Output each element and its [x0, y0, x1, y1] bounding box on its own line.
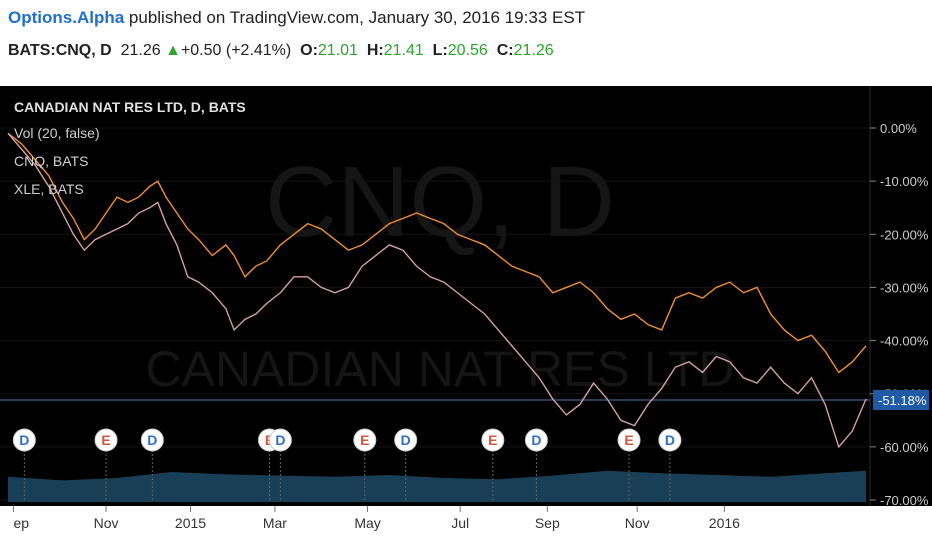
- y-tick-label: -40.00%: [880, 334, 929, 349]
- chart-svg[interactable]: CNQ, D CANADIAN NAT RES LTD DEDEDEDEDED …: [0, 86, 932, 508]
- open-label: O:: [300, 42, 318, 59]
- event-label: D: [665, 432, 675, 448]
- series-line-xle: [7, 132, 867, 449]
- chart-header: Options.Alpha published on TradingView.c…: [0, 0, 932, 86]
- legend-cnq: CNQ, BATS: [14, 153, 88, 169]
- x-tick-label: Mar: [263, 515, 287, 531]
- event-label: E: [624, 432, 633, 448]
- x-tick-label: ep: [13, 515, 29, 531]
- chart-area[interactable]: CNQ, D CANADIAN NAT RES LTD DEDEDEDEDED …: [0, 86, 932, 508]
- dividend-marker[interactable]: [658, 428, 682, 452]
- x-tick-label: Jul: [451, 515, 469, 531]
- x-axis-svg: ep Nov 2015 Mar May Jul Sep Nov 2016: [12, 506, 740, 531]
- last-price: 21.26: [120, 42, 161, 59]
- close-label: C:: [496, 42, 514, 59]
- earnings-marker[interactable]: [617, 428, 641, 452]
- earnings-marker[interactable]: [481, 428, 505, 452]
- event-label: E: [101, 432, 110, 448]
- event-label: D: [147, 432, 157, 448]
- event-label: D: [401, 432, 411, 448]
- current-value-badge: [873, 389, 929, 410]
- published-text: published on TradingView.com, January 30…: [128, 8, 586, 27]
- high-label: H:: [366, 42, 384, 59]
- legend: CANADIAN NAT RES LTD, D, BATS Vol (20, f…: [14, 99, 246, 197]
- brand-link[interactable]: Options.Alpha: [8, 8, 125, 27]
- low-value: 20.56: [447, 42, 488, 59]
- event-label: D: [531, 432, 541, 448]
- event-layer: DEDEDEDEDED: [12, 428, 682, 502]
- y-tick-label: -20.00%: [880, 227, 929, 242]
- low-label: L:: [432, 42, 448, 59]
- publisher-line: Options.Alpha published on TradingView.c…: [8, 8, 585, 28]
- earnings-marker[interactable]: [94, 428, 118, 452]
- y-axis: 0.00%-10.00%-20.00%-30.00%-40.00%-50.00%…: [870, 121, 929, 508]
- symbol-label: BATS:CNQ, D: [8, 42, 112, 59]
- x-tick-label: May: [354, 515, 380, 531]
- y-tick-label: 0.00%: [880, 121, 917, 136]
- y-tick-label: -30.00%: [880, 280, 929, 295]
- event-label: E: [488, 432, 497, 448]
- price-change: +0.50 (+2.41%): [180, 42, 292, 59]
- dividend-marker[interactable]: [140, 428, 164, 452]
- watermark-symbol: CNQ, D: [265, 146, 615, 258]
- up-arrow-icon: ▲: [165, 42, 181, 59]
- y-tick-label: -70.00%: [880, 493, 929, 506]
- legend-title: CANADIAN NAT RES LTD, D, BATS: [14, 99, 246, 115]
- dividend-marker[interactable]: [524, 428, 548, 452]
- current-value-label: -51.18%: [878, 393, 927, 408]
- event-label: D: [275, 432, 285, 448]
- volume-area: [8, 470, 866, 502]
- x-tick-label: Sep: [535, 515, 560, 531]
- dividend-marker[interactable]: [268, 428, 292, 452]
- dividend-marker[interactable]: [12, 428, 36, 452]
- earnings-marker[interactable]: [353, 428, 377, 452]
- volume-layer: [8, 470, 866, 502]
- close-value: 21.26: [513, 42, 554, 59]
- event-label: E: [360, 432, 369, 448]
- y-tick-label: -60.00%: [880, 440, 929, 455]
- legend-vol: Vol (20, false): [14, 125, 100, 141]
- series-line-cnq: [7, 132, 867, 374]
- watermark: CNQ, D CANADIAN NAT RES LTD: [146, 146, 735, 397]
- series-layer: [0, 132, 870, 449]
- x-tick-label: 2015: [175, 515, 206, 531]
- legend-xle: XLE, BATS: [14, 181, 84, 197]
- x-tick-label: Nov: [94, 515, 119, 531]
- x-tick-label: 2016: [709, 515, 740, 531]
- symbol-line: BATS:CNQ, D 21.26 ▲+0.50 (+2.41%) O:21.0…: [8, 42, 554, 60]
- open-value: 21.01: [317, 42, 358, 59]
- x-axis-strip: ep Nov 2015 Mar May Jul Sep Nov 2016: [0, 506, 932, 550]
- dividend-marker[interactable]: [394, 428, 418, 452]
- high-value: 21.41: [383, 42, 424, 59]
- watermark-name: CANADIAN NAT RES LTD: [146, 341, 735, 397]
- x-tick-label: Nov: [625, 515, 650, 531]
- y-tick-label: -10.00%: [880, 174, 929, 189]
- event-label: D: [19, 432, 29, 448]
